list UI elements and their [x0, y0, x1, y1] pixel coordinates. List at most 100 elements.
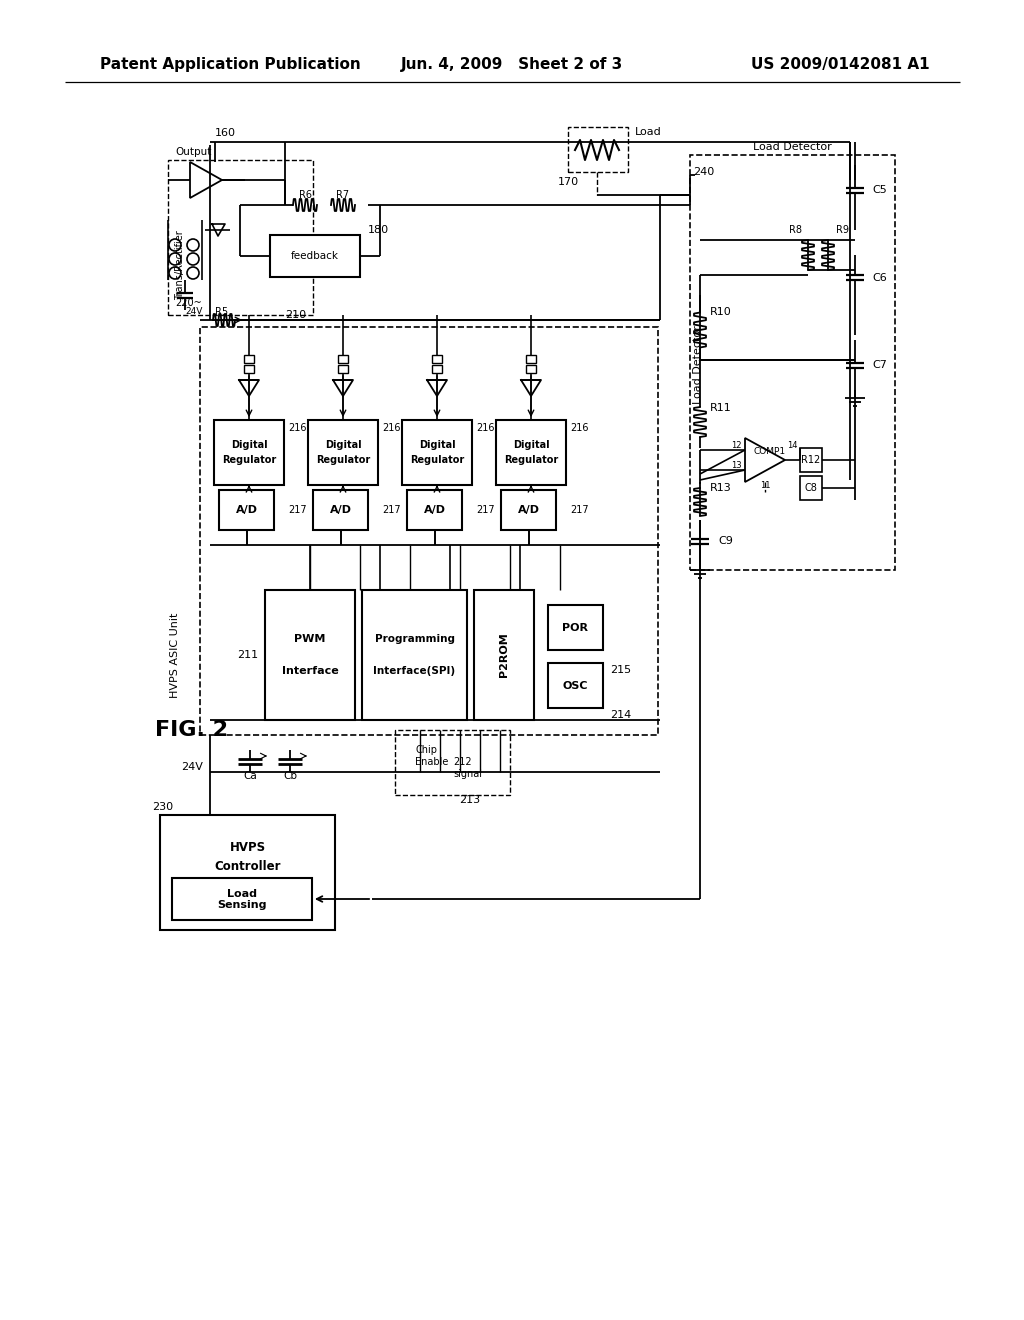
Text: 11: 11	[760, 480, 770, 490]
Text: R7: R7	[337, 190, 349, 201]
Bar	[548, 663, 603, 708]
Text: US 2009/0142081 A1: US 2009/0142081 A1	[752, 58, 930, 73]
Text: Regulator: Regulator	[410, 455, 464, 465]
Text: Load Detector: Load Detector	[693, 326, 703, 404]
Text: HVPS ASIC Unit: HVPS ASIC Unit	[170, 612, 180, 698]
Bar	[265, 590, 355, 719]
Text: Regulator: Regulator	[315, 455, 370, 465]
Bar	[244, 366, 254, 374]
Text: POR: POR	[562, 623, 588, 634]
Text: 12: 12	[731, 441, 742, 450]
Text: OSC: OSC	[562, 681, 588, 690]
Text: 24V: 24V	[185, 308, 203, 317]
Text: 214: 214	[610, 710, 631, 719]
Bar	[800, 477, 822, 500]
Bar	[501, 490, 556, 531]
Text: Chip: Chip	[415, 744, 437, 755]
Text: R6: R6	[299, 190, 311, 201]
Text: Trans/Rectifier: Trans/Rectifier	[175, 230, 185, 300]
Text: 170: 170	[558, 177, 580, 187]
Text: C5: C5	[872, 185, 887, 195]
Text: FIG. 2: FIG. 2	[155, 719, 228, 741]
Text: 217: 217	[382, 506, 400, 515]
Text: 216: 216	[476, 422, 495, 433]
Text: 160: 160	[215, 128, 236, 139]
Text: Regulator: Regulator	[504, 455, 558, 465]
Text: Interface(SPI): Interface(SPI)	[374, 665, 456, 676]
Bar	[313, 490, 368, 531]
Text: 240: 240	[693, 168, 715, 177]
Text: Ca: Ca	[243, 771, 257, 781]
Text: R8: R8	[790, 224, 802, 235]
Bar	[338, 366, 348, 374]
Text: 213: 213	[460, 795, 480, 805]
Text: R5: R5	[215, 308, 228, 317]
Text: Digital: Digital	[419, 440, 456, 450]
Text: 217: 217	[476, 506, 495, 515]
Bar	[395, 730, 510, 795]
Bar	[474, 590, 534, 719]
Bar	[308, 420, 378, 484]
Bar	[432, 366, 442, 374]
Text: 13: 13	[731, 462, 742, 470]
Text: A/D: A/D	[517, 506, 540, 515]
Text: C7: C7	[872, 360, 887, 370]
Bar	[168, 160, 313, 315]
Text: C6: C6	[872, 273, 887, 282]
Text: Load Detector: Load Detector	[753, 143, 831, 152]
Text: 180: 180	[368, 224, 389, 235]
Bar	[548, 605, 603, 649]
Text: 215: 215	[610, 665, 631, 675]
Bar	[496, 420, 566, 484]
Text: 216: 216	[288, 422, 306, 433]
Text: Output: Output	[175, 147, 211, 157]
Text: Sensing: Sensing	[217, 900, 266, 911]
Text: signal: signal	[453, 770, 482, 779]
Text: 210: 210	[285, 310, 306, 319]
Text: COMP1: COMP1	[754, 447, 786, 457]
Text: A/D: A/D	[236, 506, 257, 515]
Text: Programming: Programming	[375, 635, 455, 644]
Bar	[244, 355, 254, 363]
Bar	[172, 878, 312, 920]
Text: 212: 212	[453, 756, 472, 767]
Bar	[690, 154, 895, 570]
Text: Controller: Controller	[214, 861, 281, 874]
Text: HVPS: HVPS	[229, 841, 265, 854]
Text: 216: 216	[382, 422, 400, 433]
Bar	[338, 355, 348, 363]
Bar	[568, 127, 628, 172]
Text: R11: R11	[710, 403, 732, 413]
Text: Interface: Interface	[282, 665, 338, 676]
Bar	[219, 490, 274, 531]
Text: 14: 14	[787, 441, 798, 450]
Text: A/D: A/D	[330, 506, 351, 515]
Text: Regulator: Regulator	[222, 455, 276, 465]
Text: Jun. 4, 2009   Sheet 2 of 3: Jun. 4, 2009 Sheet 2 of 3	[400, 58, 624, 73]
Text: Digital: Digital	[325, 440, 361, 450]
Bar	[160, 814, 335, 931]
Bar	[270, 235, 360, 277]
Text: 217: 217	[288, 506, 306, 515]
Text: Enable: Enable	[415, 756, 449, 767]
Text: R9: R9	[836, 224, 849, 235]
Text: 216: 216	[570, 422, 589, 433]
Text: Cb: Cb	[283, 771, 297, 781]
Text: 220~: 220~	[175, 298, 202, 308]
Text: Load: Load	[635, 127, 662, 137]
Text: Patent Application Publication: Patent Application Publication	[100, 58, 360, 73]
Text: Load: Load	[227, 888, 257, 899]
Text: R10: R10	[710, 308, 732, 317]
Bar	[526, 366, 536, 374]
Text: 24V: 24V	[181, 762, 203, 772]
Bar	[432, 355, 442, 363]
Text: Digital: Digital	[513, 440, 549, 450]
Text: R13: R13	[710, 483, 732, 492]
Text: 230: 230	[152, 803, 173, 812]
Text: Digital: Digital	[230, 440, 267, 450]
Text: C8: C8	[805, 483, 817, 492]
Text: P2ROM: P2ROM	[499, 632, 509, 677]
Text: 217: 217	[570, 506, 589, 515]
Bar	[800, 447, 822, 473]
Bar	[526, 355, 536, 363]
